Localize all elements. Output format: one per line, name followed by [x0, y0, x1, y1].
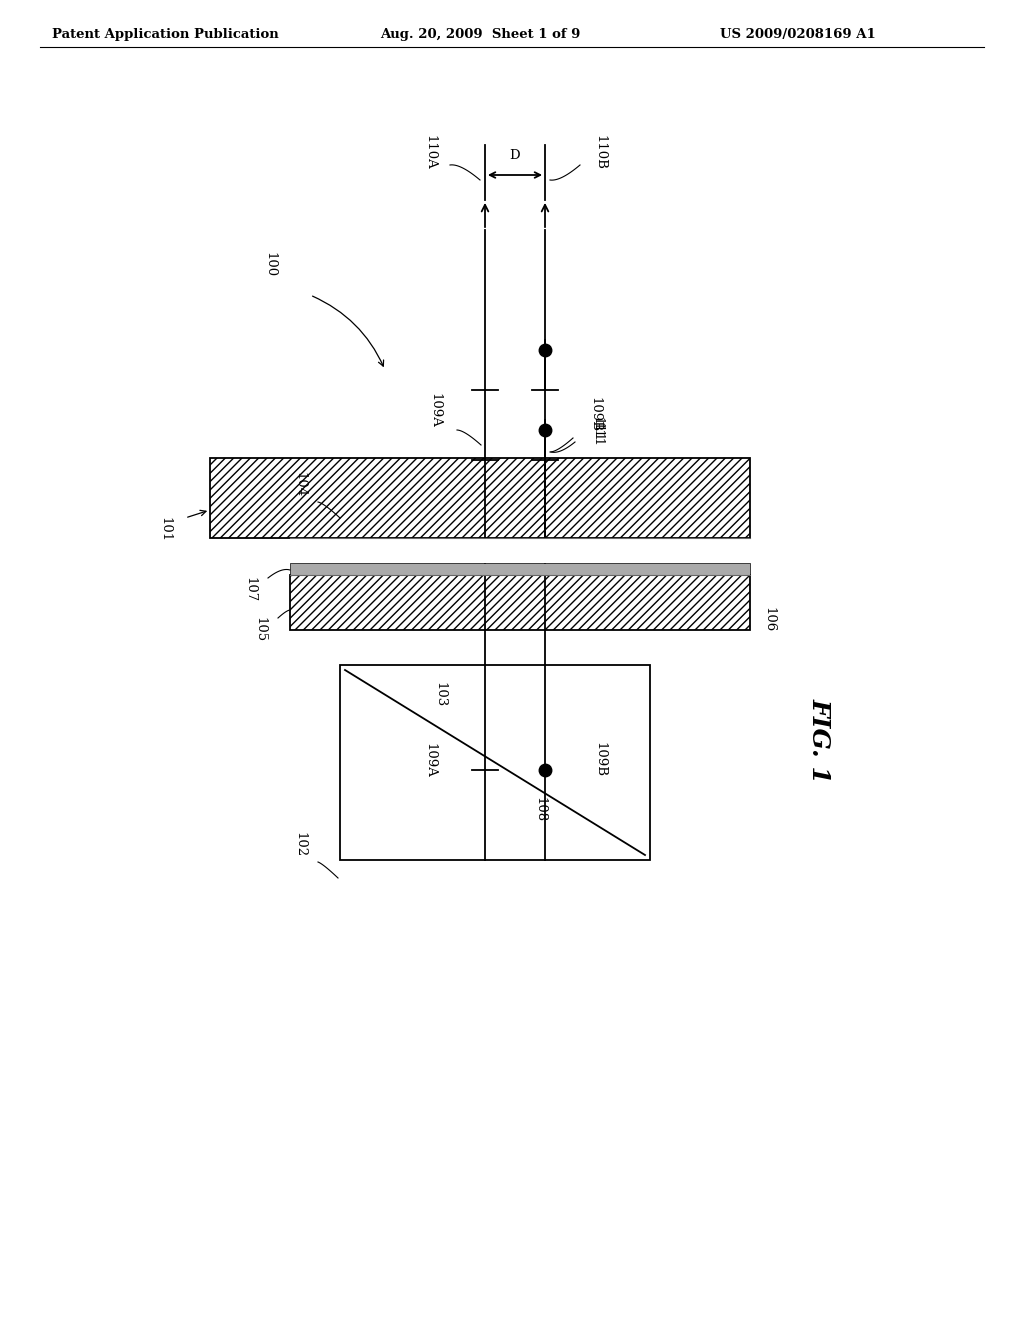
Bar: [290, 564, 750, 576]
Text: 111: 111: [591, 417, 603, 442]
Bar: [290, 576, 750, 630]
Text: 102: 102: [294, 833, 306, 858]
Text: 110A: 110A: [424, 135, 436, 169]
Text: 107: 107: [244, 577, 256, 603]
Text: 110B: 110B: [594, 135, 606, 169]
Text: 109B: 109B: [594, 742, 606, 777]
Bar: [210, 458, 750, 539]
Text: 111: 111: [591, 422, 603, 447]
Text: Aug. 20, 2009  Sheet 1 of 9: Aug. 20, 2009 Sheet 1 of 9: [380, 28, 581, 41]
Text: FIG. 1: FIG. 1: [808, 697, 831, 783]
Text: 103: 103: [433, 682, 446, 708]
Text: 109A: 109A: [424, 743, 436, 777]
Text: Patent Application Publication: Patent Application Publication: [52, 28, 279, 41]
Text: 105: 105: [254, 618, 266, 643]
Text: D: D: [510, 149, 520, 162]
Text: 101: 101: [159, 517, 171, 543]
Text: 106: 106: [762, 607, 775, 632]
Text: 109A: 109A: [428, 392, 441, 428]
Text: US 2009/0208169 A1: US 2009/0208169 A1: [720, 28, 876, 41]
Text: 108: 108: [534, 797, 547, 822]
Bar: [290, 539, 750, 564]
Bar: [340, 665, 650, 861]
Text: 109B: 109B: [589, 397, 601, 433]
Text: 104: 104: [294, 473, 306, 498]
Text: 100: 100: [263, 252, 276, 277]
